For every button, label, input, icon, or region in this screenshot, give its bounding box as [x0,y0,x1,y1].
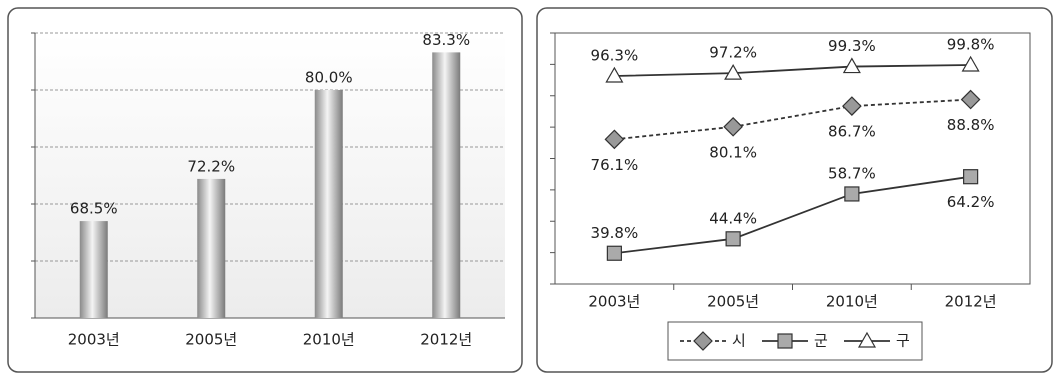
x-tick-label: 2012년 [420,331,472,349]
marker [777,333,793,349]
x-tick-label: 2005년 [707,293,759,311]
marker [693,331,713,351]
value-label: 88.8% [947,116,995,134]
marker [960,89,981,110]
series-line [614,175,971,255]
value-label: 99.8% [947,36,995,54]
value-label: 83.3% [422,31,470,49]
marker [857,331,877,348]
legend-label: 시 [732,332,746,350]
x-tick-label: 2010년 [826,293,878,311]
legend-label: 구 [896,332,910,350]
value-label: 86.7% [828,123,876,141]
value-label: 68.5% [70,200,118,218]
series-line [614,98,971,141]
legend-label: 군 [814,332,828,350]
plot-area [35,33,505,318]
x-tick-label: 2012년 [945,293,997,311]
value-label: 39.8% [591,224,639,242]
value-label: 72.2% [187,157,235,175]
marker [606,245,622,261]
marker [604,129,625,150]
x-tick-label: 2005년 [185,331,237,349]
marker [961,55,980,72]
value-label: 58.7% [828,164,876,182]
marker [842,57,861,74]
value-label: 76.1% [591,156,639,174]
value-label: 80.1% [709,143,757,161]
x-tick-label: 2010년 [303,331,355,349]
x-tick-label: 2003년 [588,293,640,311]
value-label: 44.4% [709,209,757,227]
marker [844,186,860,202]
bar [314,90,343,318]
marker [842,96,862,116]
series-line [614,64,971,77]
bar [432,52,461,318]
marker [725,231,741,247]
bar [197,178,226,318]
value-label: 99.3% [828,37,876,55]
value-label: 96.3% [591,46,639,64]
value-label: 64.2% [947,193,995,211]
marker [963,169,979,185]
value-label: 80.0% [305,69,353,87]
marker [605,66,624,83]
value-label: 97.2% [709,44,757,62]
x-tick-label: 2003년 [68,331,120,349]
marker [724,63,743,80]
bar [79,221,108,318]
marker [723,116,743,137]
